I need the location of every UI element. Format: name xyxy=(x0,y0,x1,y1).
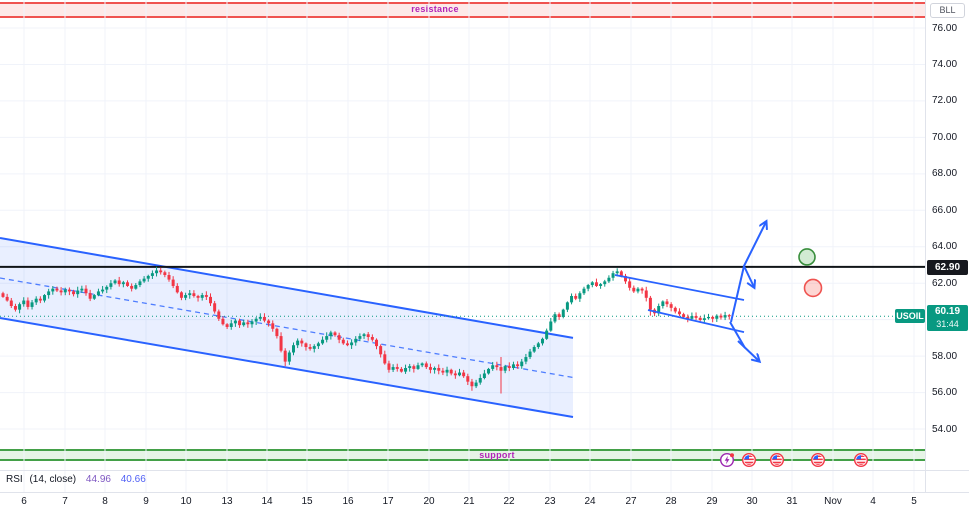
time-tick-label: 16 xyxy=(342,496,354,507)
price-axis-border xyxy=(925,0,926,492)
time-tick-label: 6 xyxy=(21,496,27,507)
rsi-ma-value: 40.66 xyxy=(120,474,146,485)
time-tick-label: Nov xyxy=(824,496,842,507)
price-tick-label: 70.00 xyxy=(932,131,958,143)
grid-lines xyxy=(0,0,925,492)
time-tick-label: 31 xyxy=(786,496,798,507)
bar-countdown: 31:44 xyxy=(936,319,959,329)
rsi-name: RSI xyxy=(6,474,23,485)
price-tick-label: 58.00 xyxy=(932,350,958,362)
price-tick-label: 68.00 xyxy=(932,168,958,180)
price-tick-label: 54.00 xyxy=(932,423,958,435)
price-chart-canvas[interactable] xyxy=(0,0,925,492)
time-tick-label: 5 xyxy=(911,496,917,507)
price-tick-label: 62.00 xyxy=(932,277,958,289)
price-tick-label: 72.00 xyxy=(932,95,958,107)
time-tick-label: 29 xyxy=(706,496,718,507)
time-tick-label: 27 xyxy=(625,496,637,507)
economic-event-us-flag-icon[interactable] xyxy=(769,452,785,468)
economic-event-us-flag-icon[interactable] xyxy=(741,452,757,468)
time-tick-label: 24 xyxy=(584,496,596,507)
resistance-zone[interactable] xyxy=(0,2,969,18)
symbol-tag[interactable]: USOIL xyxy=(895,309,925,323)
time-tick-label: 30 xyxy=(746,496,758,507)
price-tick-label: 64.00 xyxy=(932,241,958,253)
axis-unit-label: BLL xyxy=(930,3,965,18)
economic-event-volatility-icon[interactable] xyxy=(719,452,735,468)
time-tick-label: 20 xyxy=(423,496,435,507)
bear-flag-channel-drawing[interactable] xyxy=(614,274,745,333)
rsi-params: (14, close) xyxy=(29,474,77,485)
price-tick-label: 66.00 xyxy=(932,204,958,216)
time-tick-label: 28 xyxy=(665,496,677,507)
time-tick-label: 8 xyxy=(102,496,108,507)
time-tick-label: 10 xyxy=(180,496,192,507)
rsi-value: 44.96 xyxy=(85,474,111,485)
time-tick-label: 21 xyxy=(463,496,475,507)
economic-event-us-flag-icon[interactable] xyxy=(810,452,826,468)
pane-separator[interactable] xyxy=(0,470,969,471)
time-tick-label: 4 xyxy=(870,496,876,507)
time-tick-label: 15 xyxy=(301,496,313,507)
time-tick-label: 9 xyxy=(143,496,149,507)
price-tick-label: 76.00 xyxy=(932,22,958,34)
candlestick-series[interactable] xyxy=(1,266,731,394)
time-tick-label: 7 xyxy=(62,496,68,507)
rsi-legend[interactable]: RSI (14, close) 44.96 40.66 xyxy=(6,474,146,485)
time-tick-label: 22 xyxy=(503,496,515,507)
support-zone-label: support xyxy=(479,450,515,460)
price-tick-label: 74.00 xyxy=(932,58,958,70)
resistance-zone-label: resistance xyxy=(411,4,459,14)
rsi-pane[interactable]: RSI (14, close) 44.96 40.66 xyxy=(0,470,925,492)
time-tick-label: 17 xyxy=(382,496,394,507)
price-tick-label: 56.00 xyxy=(932,387,958,399)
last-price-value: 60.19 xyxy=(934,306,961,317)
bullish-target-circle xyxy=(798,248,816,266)
time-tick-label: 23 xyxy=(544,496,556,507)
economic-event-us-flag-icon[interactable] xyxy=(853,452,869,468)
target-circles[interactable] xyxy=(798,248,823,298)
price-axis[interactable]: 76.00 74.00 72.00 70.00 68.00 66.00 64.00 62.00… xyxy=(926,0,969,492)
last-price-label: 60.19 31:44 xyxy=(927,305,968,331)
time-tick-label: 13 xyxy=(221,496,233,507)
projection-arrows[interactable] xyxy=(729,222,766,361)
time-axis[interactable]: 6 7 8 9 10 13 14 15 16 17 20 21 22 23 24 27 28 29 30 31 Nov 4… xyxy=(0,493,969,509)
resistance-line-price-label: 62.90 xyxy=(927,260,968,275)
time-tick-label: 14 xyxy=(261,496,273,507)
time-axis-border xyxy=(0,492,969,493)
descending-channel-drawing[interactable] xyxy=(0,237,574,419)
bearish-target-circle xyxy=(803,278,823,298)
